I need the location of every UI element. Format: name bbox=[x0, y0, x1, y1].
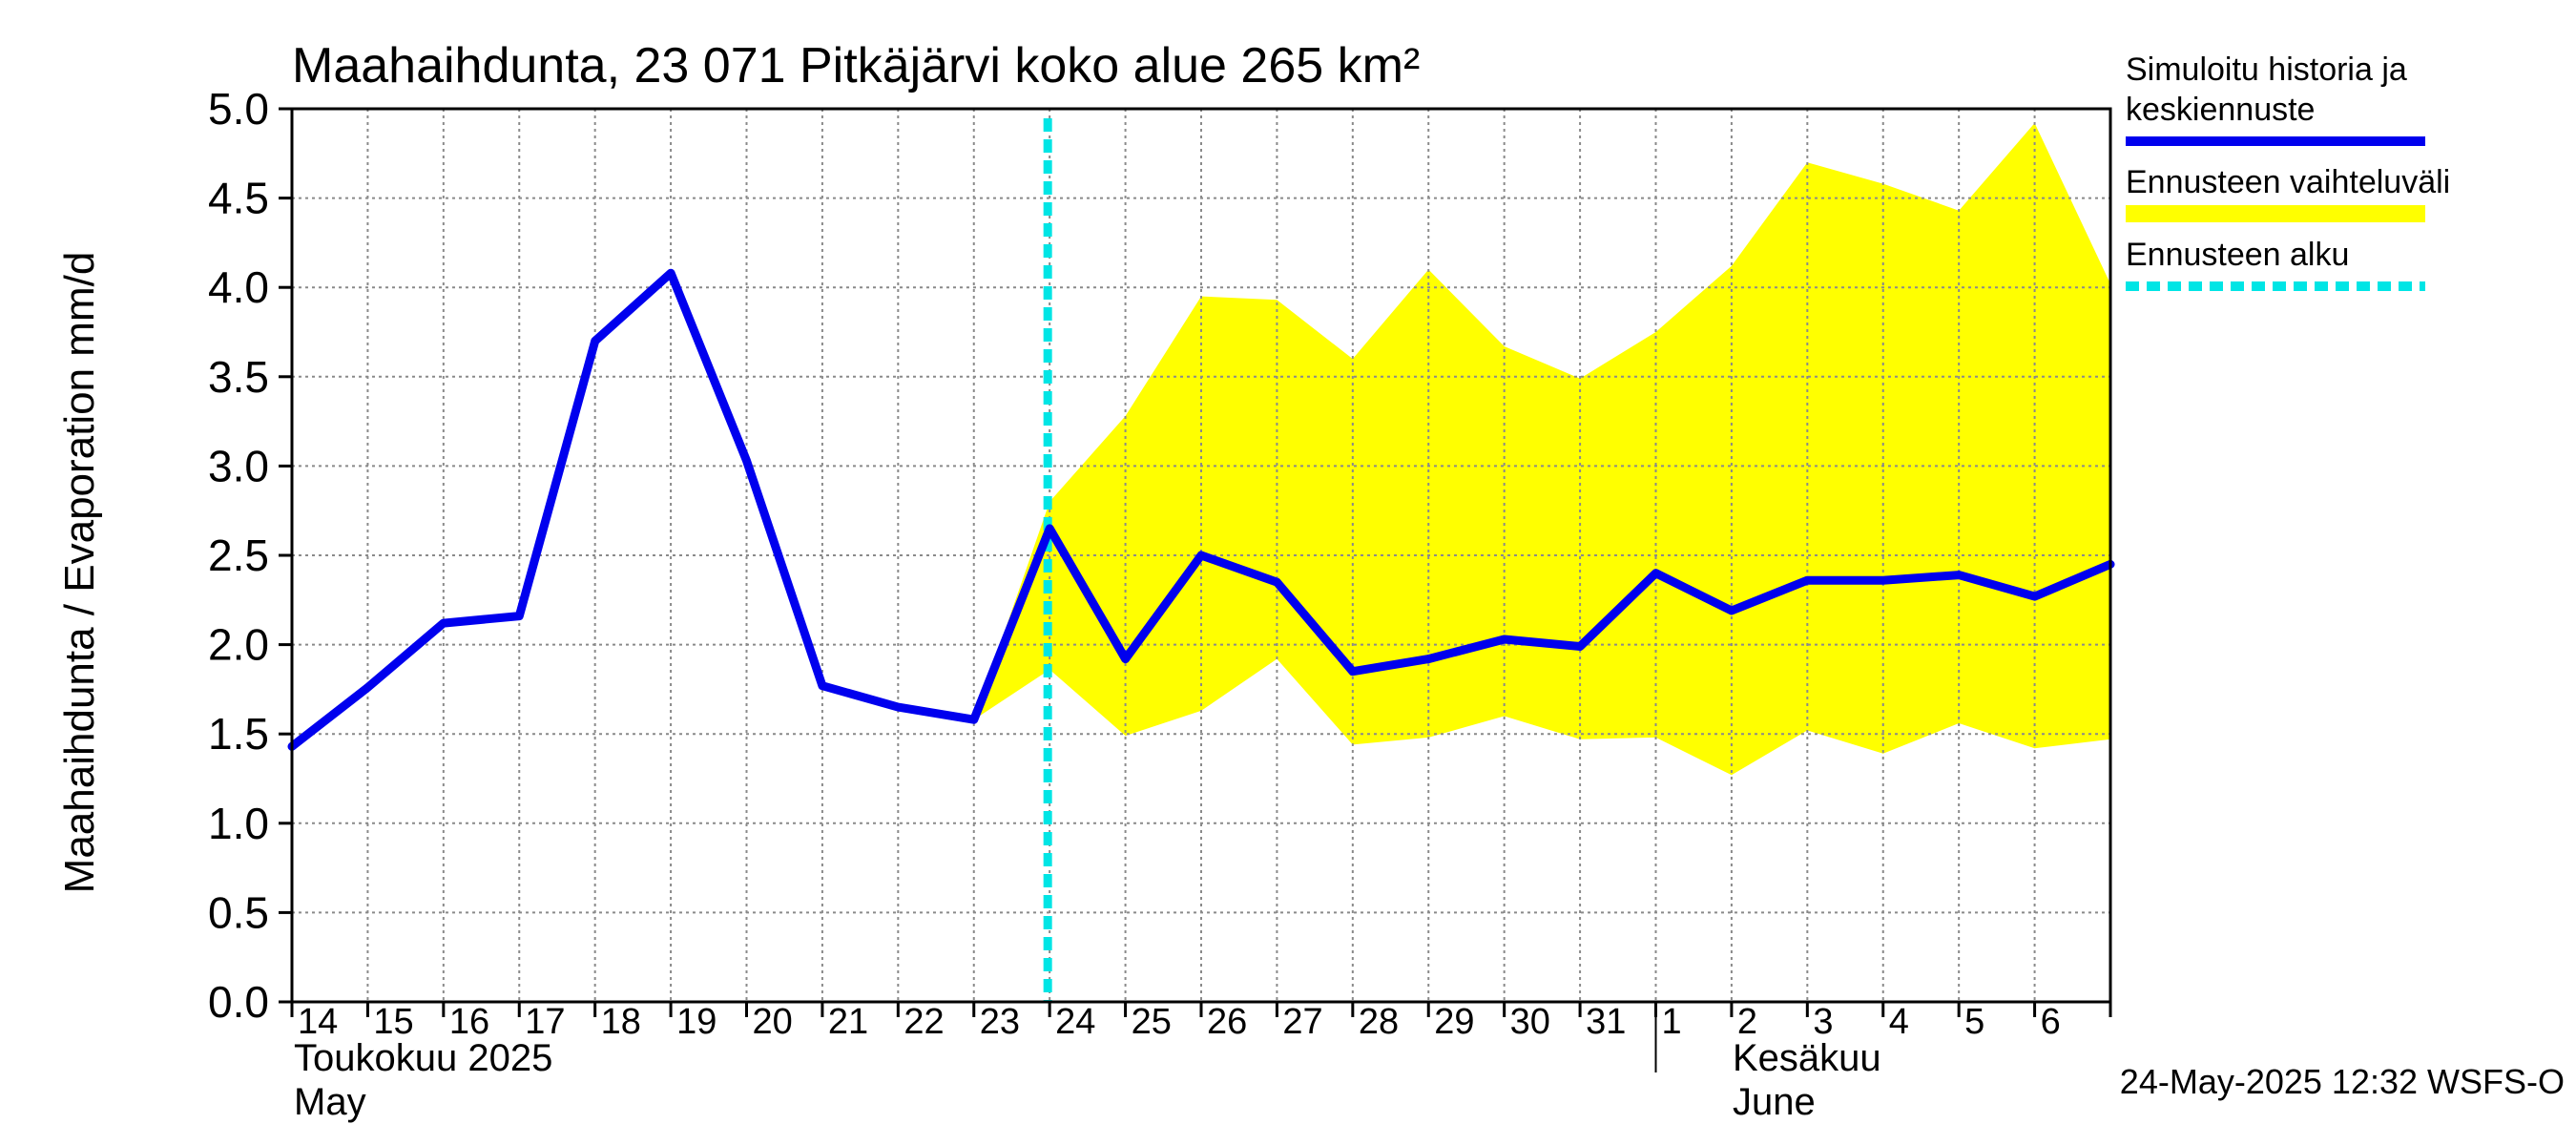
legend-label: Ennusteen alku bbox=[2126, 237, 2349, 273]
forecast-range-area bbox=[973, 123, 2110, 776]
x-tick-label: 18 bbox=[601, 1002, 641, 1042]
x-tick-label: 24 bbox=[1055, 1002, 1095, 1042]
x-tick-label: 15 bbox=[373, 1002, 413, 1042]
mean-series-line bbox=[287, 268, 2115, 751]
mean-series bbox=[287, 268, 2115, 751]
y-tick-label: 0.5 bbox=[208, 887, 269, 937]
legend: Simuloitu historia ja keskiennuste Ennuste… bbox=[2126, 52, 2450, 291]
x-tick-label: 2 bbox=[1737, 1002, 1757, 1042]
x-tick-label: 16 bbox=[449, 1002, 489, 1042]
x-tick-label: 20 bbox=[753, 1002, 793, 1042]
y-tick-label: 4.5 bbox=[208, 174, 269, 223]
y-tick-label: 2.5 bbox=[208, 531, 269, 580]
x-tick-label: 26 bbox=[1207, 1002, 1247, 1042]
y-tick-label: 0.0 bbox=[208, 977, 269, 1027]
x-tick-label: 17 bbox=[525, 1002, 565, 1042]
x-tick-label: 21 bbox=[828, 1002, 868, 1042]
chart-title: Maahaihdunta, 23 071 Pitkäjärvi koko alu… bbox=[292, 38, 1420, 94]
y-tick-labels: 0.0 0.5 1.0 1.5 2.0 2.5 3.0 3.5 4.0 4.5 5.0 bbox=[208, 84, 269, 1027]
x-tick-label: 23 bbox=[980, 1002, 1020, 1042]
month-label-may-en: May bbox=[294, 1081, 366, 1123]
x-tick-label: 19 bbox=[676, 1002, 717, 1042]
month-label-june-fi: Kesäkuu bbox=[1733, 1037, 1881, 1079]
x-tick-label: 14 bbox=[298, 1002, 338, 1042]
x-tick-label: 5 bbox=[1964, 1002, 1984, 1042]
x-tick-label: 3 bbox=[1813, 1002, 1833, 1042]
y-tick-label: 4.0 bbox=[208, 262, 269, 312]
y-tick-label: 1.0 bbox=[208, 799, 269, 848]
month-label-june-en: June bbox=[1733, 1081, 1816, 1123]
y-tick-label: 3.0 bbox=[208, 441, 269, 490]
x-tick-label: 6 bbox=[2041, 1002, 2061, 1042]
y-tick-label: 2.0 bbox=[208, 620, 269, 670]
legend-label: Ennusteen vaihteluväli bbox=[2126, 164, 2450, 200]
x-tick-labels: 14 15 16 17 18 19 20 21 22 23 24 25 26 27 28 29 30 31 1 2 3 4… bbox=[298, 1002, 2061, 1042]
timestamp-label: 24-May-2025 12:32 WSFS-O bbox=[2120, 1062, 2565, 1101]
y-tick-label: 1.5 bbox=[208, 709, 269, 759]
x-tick-label: 31 bbox=[1586, 1002, 1626, 1042]
x-tick-label: 4 bbox=[1889, 1002, 1909, 1042]
forecast-range-band bbox=[973, 123, 2110, 776]
legend-label: Simuloitu historia ja bbox=[2126, 52, 2407, 88]
y-tick-label: 3.5 bbox=[208, 352, 269, 402]
y-tick-label: 5.0 bbox=[208, 84, 269, 134]
x-tick-label: 22 bbox=[904, 1002, 944, 1042]
x-tick-label: 27 bbox=[1282, 1002, 1322, 1042]
x-tick-label: 29 bbox=[1434, 1002, 1474, 1042]
x-tick-label: 25 bbox=[1132, 1002, 1172, 1042]
axes bbox=[279, 107, 2112, 1072]
x-tick-label: 1 bbox=[1662, 1002, 1682, 1042]
x-tick-label: 30 bbox=[1510, 1002, 1550, 1042]
x-tick-label: 28 bbox=[1359, 1002, 1399, 1042]
y-axis-label: Maahaihdunta / Evaporation mm/d bbox=[56, 252, 103, 894]
month-label-may-fi: Toukokuu 2025 bbox=[294, 1037, 552, 1079]
legend-label: keskiennuste bbox=[2126, 92, 2315, 128]
